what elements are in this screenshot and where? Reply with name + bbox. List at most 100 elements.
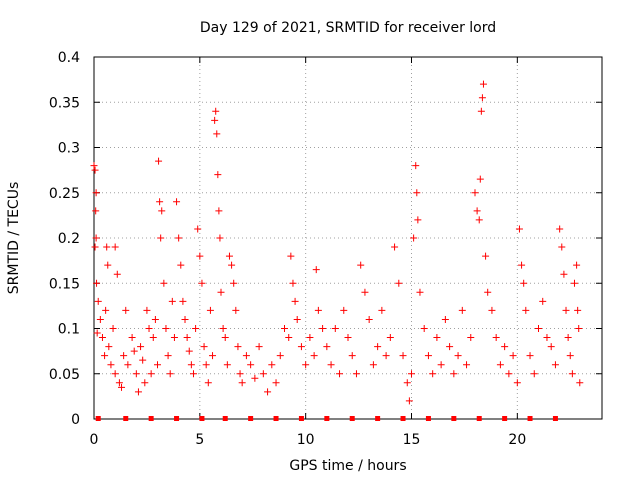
data-point — [206, 306, 214, 314]
data-point — [92, 234, 100, 242]
baseline-marker — [375, 416, 381, 421]
baseline-marker — [273, 416, 279, 421]
baseline-marker — [476, 416, 482, 421]
data-point — [183, 334, 191, 342]
data-point — [399, 352, 407, 360]
data-point — [98, 334, 106, 342]
baseline-marker — [527, 416, 533, 421]
data-point — [488, 306, 496, 314]
y-tick-label: 0.3 — [58, 141, 80, 157]
data-point — [518, 261, 526, 269]
data-point — [154, 361, 161, 369]
data-point — [365, 315, 373, 323]
data-point — [212, 107, 220, 115]
data-point — [105, 343, 113, 351]
data-point — [272, 379, 280, 387]
baseline-marker — [123, 416, 129, 421]
data-point — [412, 162, 420, 170]
data-point — [185, 347, 193, 355]
data-point — [467, 334, 475, 342]
data-point — [522, 306, 530, 314]
data-point — [132, 370, 140, 378]
baseline-marker — [148, 416, 154, 421]
data-point — [382, 352, 390, 360]
data-point — [200, 343, 208, 351]
data-point — [124, 361, 132, 369]
y-tick-label: 0.35 — [49, 95, 80, 111]
data-point — [478, 94, 486, 102]
y-tick-label: 0.25 — [49, 186, 80, 202]
data-point — [228, 261, 236, 269]
x-tick-label: 15 — [403, 432, 421, 448]
data-point — [137, 343, 145, 351]
data-point — [94, 297, 102, 305]
data-point — [395, 279, 403, 287]
data-point — [111, 243, 119, 251]
data-point — [223, 361, 231, 369]
data-point — [450, 370, 458, 378]
data-point — [120, 352, 128, 360]
data-point — [331, 325, 339, 332]
data-point — [202, 361, 210, 369]
data-point — [526, 352, 534, 360]
baseline-marker — [451, 416, 457, 421]
data-point — [306, 334, 314, 342]
data-point — [471, 189, 479, 197]
data-point — [194, 225, 202, 233]
data-point — [454, 352, 462, 360]
data-point — [225, 252, 233, 260]
baseline-marker — [298, 416, 304, 421]
data-point — [164, 352, 172, 360]
data-point — [251, 374, 259, 382]
baseline-marker — [324, 416, 330, 421]
data-point — [134, 388, 142, 396]
data-point — [187, 361, 195, 369]
data-point — [118, 383, 126, 391]
data-point — [475, 216, 483, 224]
data-point — [109, 325, 117, 332]
data-point — [217, 288, 225, 296]
data-point — [157, 234, 165, 242]
data-point — [242, 352, 250, 360]
data-point — [219, 325, 227, 332]
data-point — [139, 356, 147, 364]
data-point — [230, 279, 238, 287]
x-tick-label: 0 — [90, 432, 99, 448]
data-point — [378, 306, 386, 314]
data-point — [192, 325, 200, 332]
data-point — [327, 361, 335, 369]
data-point — [96, 315, 104, 323]
baseline-marker — [502, 416, 508, 421]
data-point — [91, 243, 99, 251]
data-point — [92, 207, 100, 215]
baseline-marker — [248, 416, 254, 421]
data-point — [543, 334, 551, 342]
data-point — [232, 306, 240, 314]
x-axis-label: GPS time / hours — [289, 458, 406, 474]
baseline-marker — [425, 416, 431, 421]
data-point — [211, 116, 219, 124]
data-point — [238, 379, 246, 387]
data-point — [104, 261, 112, 269]
data-point — [458, 306, 466, 314]
data-point — [151, 315, 159, 323]
data-point — [446, 343, 454, 351]
data-point — [556, 225, 564, 233]
chart-title: Day 129 of 2021, SRMTID for receiver lor… — [200, 20, 496, 36]
data-point — [170, 334, 178, 342]
data-point — [433, 334, 441, 342]
data-point — [216, 234, 224, 242]
data-point — [551, 361, 559, 369]
data-point — [323, 343, 331, 351]
data-point — [479, 80, 487, 88]
data-point — [291, 297, 299, 305]
data-point — [302, 361, 310, 369]
data-point — [369, 361, 377, 369]
y-tick-label: 0.05 — [49, 367, 80, 383]
data-point — [424, 352, 432, 360]
data-point — [414, 216, 422, 224]
data-point — [209, 352, 217, 360]
data-point — [189, 370, 197, 378]
data-point — [128, 334, 136, 342]
data-point — [386, 334, 394, 342]
